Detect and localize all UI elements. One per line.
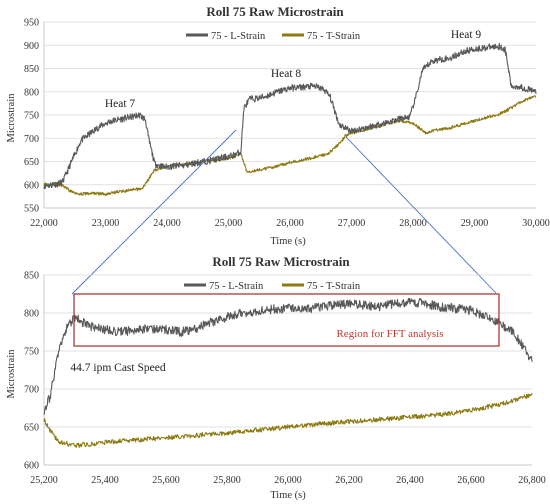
bot-y-tick-700: 700 (24, 385, 39, 396)
bottom-legend-label-t-strain: 75 - T-Strain (307, 281, 361, 292)
heat-9-label: Heat 9 (451, 29, 482, 41)
bot-x-tick-26200: 26,200 (335, 475, 363, 486)
top-x-tick-26000: 26,000 (276, 218, 304, 229)
bottom-x-axis-label: Time (s) (270, 490, 306, 501)
top-x-tick-25000: 25,000 (215, 218, 243, 229)
top-chart-grid (43, 21, 536, 209)
top-x-axis-label: Time (s) (270, 236, 306, 247)
fft-region-box (73, 293, 500, 347)
bottom-y-axis-label: Microstrain (6, 349, 17, 399)
bot-x-tick-25800: 25,800 (213, 475, 241, 486)
top-y-tick-800: 800 (24, 87, 39, 98)
top-chart: Roll 75 Raw Microstrain 550 600 650 700 750 8… (6, 4, 550, 247)
bottom-legend: 75 - L-Strain 75 - T-Strain (184, 281, 361, 292)
top-y-axis-label: Microstrain (6, 93, 17, 143)
top-chart-title: Roll 75 Raw Microstrain (206, 4, 344, 19)
heat-7-label: Heat 7 (105, 98, 136, 110)
zoom-connector-left (71, 129, 237, 295)
bot-series-t-strain (43, 393, 533, 448)
top-y-tick-850: 850 (24, 64, 39, 75)
top-x-tick-labels: 22,000 23,000 24,000 25,000 26,000 27,000 28,0… (30, 218, 550, 229)
bot-y-tick-750: 750 (24, 347, 39, 358)
bot-x-tick-26000: 26,000 (274, 475, 302, 486)
bot-x-tick-26600: 26,600 (457, 475, 485, 486)
top-x-tick-29000: 29,000 (461, 218, 489, 229)
bot-x-tick-25400: 25,400 (91, 475, 119, 486)
bot-y-tick-600: 600 (24, 461, 39, 472)
top-y-tick-650: 650 (24, 157, 39, 168)
top-y-tick-550: 550 (24, 204, 39, 215)
bot-y-tick-850: 850 (24, 271, 39, 282)
bot-x-tick-25200: 25,200 (30, 475, 58, 486)
top-x-tick-30000: 30,000 (522, 218, 550, 229)
bottom-chart-title: Roll 75 Raw Microstrain (212, 254, 350, 269)
top-legend: 75 - L-Strain 75 - T-Strain (186, 31, 361, 42)
top-legend-label-l-strain: 75 - L-Strain (211, 31, 266, 42)
top-legend-label-t-strain: 75 - T-Strain (307, 31, 361, 42)
top-y-tick-700: 700 (24, 134, 39, 145)
top-y-tick-600: 600 (24, 180, 39, 191)
zoom-connector-right (345, 136, 497, 294)
bottom-chart: Roll 75 Raw Microstrain 600 650 700 750 800 8… (6, 254, 546, 501)
top-x-tick-23000: 23,000 (92, 218, 120, 229)
top-x-tick-24000: 24,000 (153, 218, 181, 229)
bot-y-tick-800: 800 (24, 309, 39, 320)
top-y-tick-750: 750 (24, 111, 39, 122)
bottom-chart-series (43, 297, 533, 448)
top-series-t-strain (43, 95, 537, 196)
bot-x-tick-25600: 25,600 (152, 475, 180, 486)
bottom-y-tick-labels: 600 650 700 750 800 850 (24, 271, 39, 472)
top-y-tick-900: 900 (24, 41, 39, 52)
top-x-tick-22000: 22,000 (30, 218, 58, 229)
bottom-x-tick-labels: 25,200 25,400 25,600 25,800 26,000 26,200 26,4… (30, 475, 546, 486)
top-chart-series (43, 43, 537, 196)
bottom-legend-label-l-strain: 75 - L-Strain (209, 281, 264, 292)
bot-x-tick-26800: 26,800 (518, 475, 546, 486)
bot-y-tick-650: 650 (24, 423, 39, 434)
cast-speed-label: 44.7 ipm Cast Speed (70, 362, 165, 374)
heat-8-label: Heat 8 (271, 68, 302, 80)
top-x-tick-28000: 28,000 (399, 218, 427, 229)
bot-x-tick-26400: 26,400 (396, 475, 424, 486)
top-x-tick-27000: 27,000 (338, 218, 366, 229)
bot-series-l-strain (43, 297, 533, 415)
fft-region-label: Region for FFT analysis (336, 328, 443, 340)
top-series-l-strain (43, 43, 537, 190)
bottom-chart-grid (43, 274, 532, 466)
top-y-tick-labels: 550 600 650 700 750 800 850 900 950 (24, 18, 39, 215)
top-y-tick-950: 950 (24, 18, 39, 29)
